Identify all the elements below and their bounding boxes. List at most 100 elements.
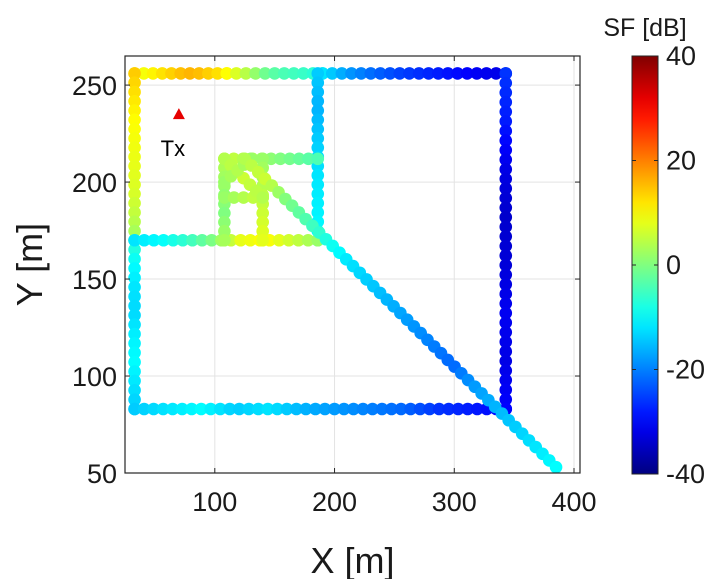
data-point — [272, 233, 286, 247]
data-point — [442, 402, 455, 416]
data-point — [128, 308, 141, 322]
data-point — [499, 297, 513, 310]
data-point — [185, 402, 198, 416]
data-point — [128, 104, 141, 117]
data-point — [137, 402, 151, 416]
data-point — [202, 67, 215, 80]
data-point — [218, 206, 231, 220]
data-point — [252, 402, 265, 416]
data-point — [311, 76, 325, 90]
data-point — [128, 290, 141, 303]
data-point — [499, 220, 513, 234]
data-point — [318, 402, 332, 416]
data-point — [128, 393, 141, 406]
data-point — [364, 67, 378, 80]
data-point — [499, 373, 513, 387]
data-point — [147, 402, 160, 416]
data-point — [258, 67, 272, 80]
data-point — [311, 141, 325, 154]
tx-marker-group: Tx — [161, 108, 185, 161]
data-point — [499, 249, 513, 262]
data-point — [311, 85, 325, 99]
data-point — [412, 67, 426, 80]
data-point — [155, 67, 169, 80]
data-point — [194, 402, 208, 416]
data-point — [299, 402, 313, 416]
data-point — [311, 196, 325, 210]
data-point — [128, 271, 141, 285]
colorbar-gradient — [631, 55, 659, 475]
data-point — [128, 206, 141, 219]
x-tick-label: 200 — [312, 487, 357, 517]
data-point — [290, 402, 303, 416]
data-point — [499, 134, 513, 147]
data-point — [354, 67, 368, 80]
data-point — [337, 402, 351, 416]
data-point — [292, 233, 305, 247]
data-point — [499, 153, 513, 167]
data-point — [218, 191, 231, 204]
data-point — [432, 402, 446, 416]
axes-frame — [124, 55, 581, 474]
data-point — [283, 152, 297, 166]
data-point — [302, 152, 315, 166]
y-tick-label: 250 — [72, 71, 117, 101]
data-point — [128, 402, 141, 416]
data-point — [175, 402, 189, 416]
data-point — [156, 402, 170, 416]
data-point — [280, 402, 294, 416]
data-point — [499, 258, 513, 272]
data-point — [470, 67, 484, 80]
data-point — [311, 67, 325, 80]
data-point — [268, 67, 281, 80]
data-point — [128, 76, 141, 90]
data-point — [431, 67, 445, 80]
data-point — [256, 224, 269, 238]
data-point — [128, 383, 141, 397]
data-point — [499, 230, 513, 243]
data-point — [499, 95, 513, 109]
data-point — [345, 67, 358, 80]
colorbar-title: SF [dB] — [603, 14, 686, 42]
data-point — [237, 191, 250, 204]
data-point — [192, 67, 206, 80]
data-point — [499, 163, 513, 176]
data-point — [356, 402, 370, 416]
data-point — [274, 152, 287, 166]
data-point — [128, 243, 141, 256]
data-point — [128, 252, 141, 266]
data-point — [499, 326, 513, 339]
data-point — [128, 150, 141, 164]
x-tick-label: 400 — [551, 487, 596, 517]
data-point — [461, 402, 474, 416]
y-tick-label: 200 — [72, 168, 117, 198]
data-point — [403, 67, 416, 80]
data-point — [385, 402, 398, 416]
data-point — [335, 67, 349, 80]
data-point — [256, 191, 269, 204]
data-point — [480, 67, 493, 80]
data-point — [137, 233, 151, 247]
data-point — [309, 402, 322, 416]
data-point — [499, 354, 513, 368]
tx-label: Tx — [161, 136, 185, 161]
data-point — [499, 306, 513, 320]
data-point — [404, 402, 417, 416]
data-point — [128, 262, 141, 275]
data-point — [301, 233, 315, 247]
data-point — [292, 152, 306, 166]
data-point — [195, 233, 209, 247]
y-tick-label: 150 — [72, 265, 117, 295]
data-point — [157, 233, 170, 247]
scatter-points — [128, 67, 563, 474]
data-point — [499, 172, 513, 186]
data-point — [499, 105, 513, 119]
data-point — [220, 67, 234, 80]
data-point — [166, 402, 179, 416]
colorbar-tick-label: -20 — [666, 355, 705, 385]
data-point — [128, 141, 141, 154]
data-point — [499, 67, 513, 80]
data-point — [277, 67, 291, 80]
